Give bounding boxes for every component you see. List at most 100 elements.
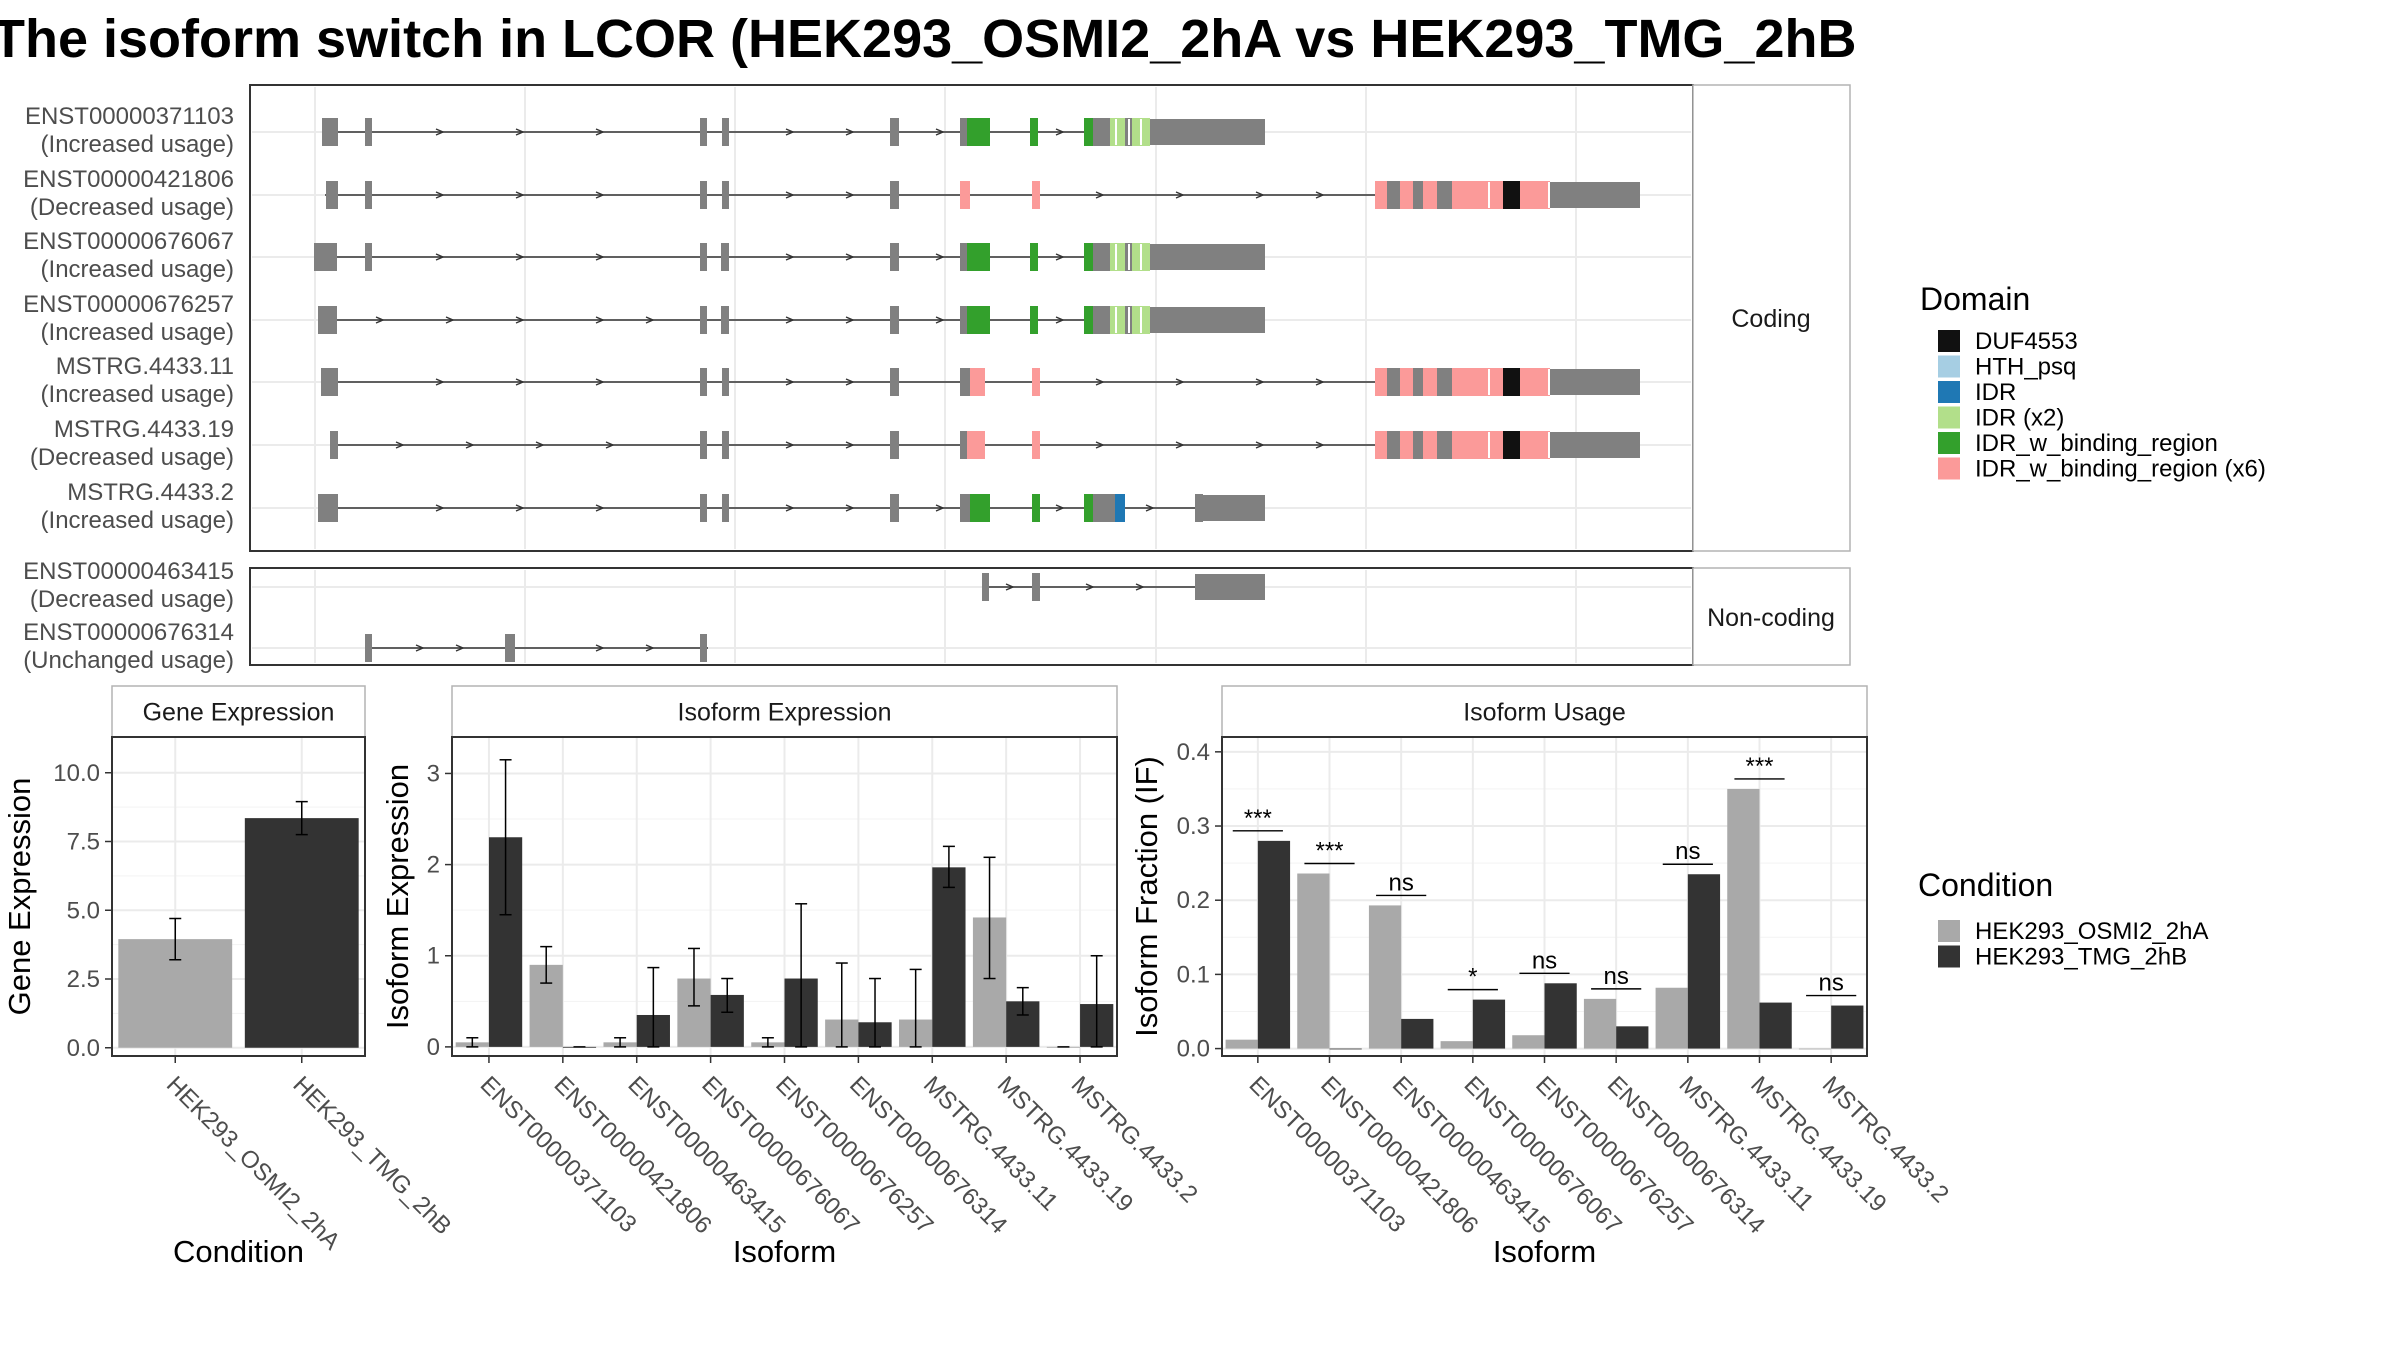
- transcript-name: ENST00000676257: [23, 291, 234, 318]
- chart-title: Isoform Usage: [1463, 699, 1626, 727]
- intron-direction-arrow: [785, 378, 795, 386]
- intron-direction-arrow: [1135, 583, 1145, 591]
- intron-direction-arrow: [935, 253, 945, 261]
- exon-block: [890, 431, 899, 459]
- exon-block: [890, 494, 899, 522]
- exon-block: [1413, 181, 1423, 209]
- significance-label: ns: [1603, 963, 1628, 990]
- y-tick-label: 5.0: [67, 897, 100, 924]
- exon-block: [1375, 181, 1387, 209]
- x-axis-title: Isoform: [733, 1234, 836, 1269]
- exon-block: [1093, 306, 1110, 334]
- exon-block: [1100, 494, 1115, 522]
- exon-block: [330, 494, 338, 522]
- intron-direction-arrow: [845, 191, 855, 199]
- noncoding-strip: [1692, 567, 1851, 666]
- exon-block: [890, 243, 899, 271]
- exon-block: [1030, 243, 1038, 271]
- exon-block: [1387, 368, 1400, 396]
- exon-block: [318, 494, 330, 522]
- intron-direction-arrow: [415, 644, 425, 652]
- exon-block: [1084, 494, 1093, 522]
- noncoding-panel: [249, 567, 1694, 666]
- coding-strip-label: Coding: [1731, 305, 1810, 333]
- exon-block: [721, 306, 729, 334]
- exon-block: [1030, 118, 1038, 146]
- data-bar: [1297, 873, 1330, 1049]
- intron-direction-arrow: [845, 504, 855, 512]
- exon-block: [1452, 431, 1503, 459]
- intron-direction-arrow: [1255, 378, 1265, 386]
- intron-direction-arrow: [785, 253, 795, 261]
- exon-block: [1452, 181, 1503, 209]
- chart-strip: [111, 685, 366, 738]
- exon-block: [1084, 118, 1093, 146]
- significance-label: ***: [1745, 753, 1773, 780]
- domain-separator: [1128, 119, 1130, 145]
- x-tick-label: MSTRG.4433.11: [918, 1071, 1063, 1216]
- domain-legend-label: IDR (x2): [1975, 405, 2064, 432]
- exon-block: [365, 243, 372, 271]
- intron-direction-arrow: [395, 441, 405, 449]
- y-tick-label: 1: [427, 943, 440, 970]
- significance-label: ns: [1388, 869, 1413, 896]
- exon-block: [1110, 118, 1125, 146]
- exon-block: [700, 118, 707, 146]
- transcript-name: MSTRG.4433.11: [56, 353, 234, 380]
- significance-label: ns: [1532, 947, 1557, 974]
- domain-legend-label: IDR_w_binding_region (x6): [1975, 456, 2266, 483]
- exon-block: [1550, 432, 1640, 458]
- transcript-name: MSTRG.4433.19: [54, 416, 234, 443]
- transcript-usage: (Unchanged usage): [23, 647, 234, 674]
- exon-block: [1150, 244, 1265, 270]
- exon-block: [890, 306, 899, 334]
- intron-direction-arrow: [645, 644, 655, 652]
- intron-direction-arrow: [1315, 191, 1325, 199]
- domain-legend-swatch: [1938, 432, 1960, 454]
- noncoding-transcript-labels: ENST00000463415(Decreased usage) ENST0000…: [23, 558, 234, 674]
- intron-direction-arrow: [785, 128, 795, 136]
- data-bar: [1655, 987, 1688, 1049]
- intron-direction-arrow: [595, 504, 605, 512]
- intron-direction-arrow: [1095, 191, 1105, 199]
- data-bar: [1759, 1002, 1792, 1049]
- intron-direction-arrow: [1145, 504, 1155, 512]
- intron-direction-arrow: [595, 128, 605, 136]
- data-bar: [1798, 1048, 1832, 1050]
- exon-block: [722, 431, 729, 459]
- domain-legend-swatch: [1938, 406, 1960, 429]
- intron-direction-arrow: [845, 378, 855, 386]
- intron-direction-arrow: [515, 191, 525, 199]
- exon-block: [1503, 181, 1520, 209]
- isoform-expression-chart: Isoform Expression0123ENST00000371103ENS…: [380, 685, 1203, 1269]
- domain-separator: [1488, 182, 1490, 208]
- exon-block: [890, 368, 899, 396]
- exon-block: [1413, 431, 1423, 459]
- transcript-name: ENST00000676067: [23, 228, 234, 255]
- intron-direction-arrow: [435, 253, 445, 261]
- intron-direction-arrow: [435, 378, 445, 386]
- exon-block: [1032, 573, 1040, 601]
- domain-separator: [1548, 369, 1550, 395]
- intron-direction-arrow: [785, 191, 795, 199]
- exon-block: [1520, 181, 1550, 209]
- intron-direction-arrow: [1055, 253, 1065, 261]
- intron-direction-arrow: [515, 316, 525, 324]
- condition-legend-label: HEK293_TMG_2hB: [1975, 944, 2187, 971]
- exon-block: [960, 118, 967, 146]
- significance-label: ns: [1818, 970, 1843, 997]
- transcript-name: ENST00000421806: [23, 166, 234, 193]
- intron-direction-arrow: [785, 316, 795, 324]
- data-bar: [1368, 905, 1402, 1049]
- intron-direction-arrow: [1255, 441, 1265, 449]
- exon-block: [970, 494, 990, 522]
- domain-separator: [1115, 244, 1117, 270]
- chart-title: Isoform Expression: [678, 699, 892, 727]
- exon-block: [1387, 431, 1400, 459]
- intron-direction-arrow: [1085, 583, 1095, 591]
- intron-direction-arrow: [515, 378, 525, 386]
- exon-block: [960, 181, 970, 209]
- exon-block: [1203, 495, 1265, 521]
